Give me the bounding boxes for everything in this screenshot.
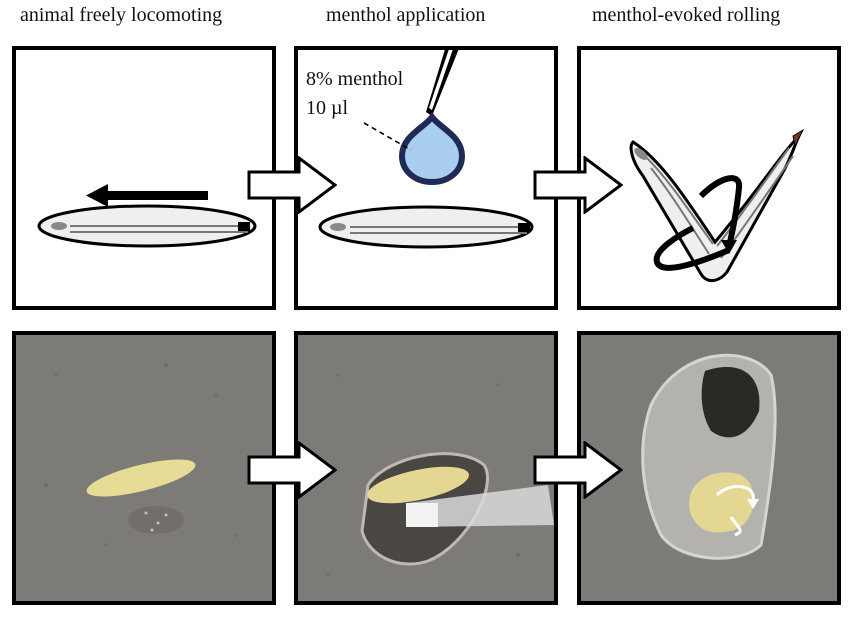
label-leader-line: [363, 122, 412, 151]
flow-arrow-top-2: [533, 156, 623, 214]
larva-diagram: [37, 204, 257, 248]
photo-panel-application: [294, 331, 558, 605]
photo-panel-rolling: [577, 331, 841, 605]
caption-left: animal freely locomoting: [20, 4, 223, 26]
schematic-panel-application: 8% menthol 10 µl: [294, 46, 558, 310]
rolling-schematic: [629, 128, 805, 282]
locomoting-schematic: [37, 184, 257, 248]
flow-arrow-bottom-1: [247, 441, 337, 499]
flow-arrow-bottom-2: [533, 441, 623, 499]
rolling-photo: [581, 335, 837, 601]
menthol-volume-label: 10 µl: [306, 97, 349, 119]
rolling-direction-arrow-icon: [715, 485, 759, 537]
photo-panel-locomoting: [12, 331, 276, 605]
larva-diagram: [318, 205, 534, 249]
rolling-larva-diagram: [629, 128, 805, 282]
caption-middle: menthol application: [326, 4, 486, 26]
schematic-panel-locomoting: [12, 46, 276, 310]
rotation-arrow-icon: [653, 175, 743, 271]
application-photo: [298, 335, 554, 601]
pipette-icon: [426, 50, 459, 116]
menthol-drop-icon: [398, 111, 466, 186]
menthol-concentration-label: 8% menthol: [306, 68, 404, 90]
movement-arrow: [86, 184, 208, 207]
larva-photo: [16, 335, 272, 601]
flow-arrow-top-1: [247, 156, 337, 214]
caption-right: menthol-evoked rolling: [592, 4, 781, 26]
schematic-panel-rolling: [577, 46, 841, 310]
application-schematic: [318, 50, 534, 249]
